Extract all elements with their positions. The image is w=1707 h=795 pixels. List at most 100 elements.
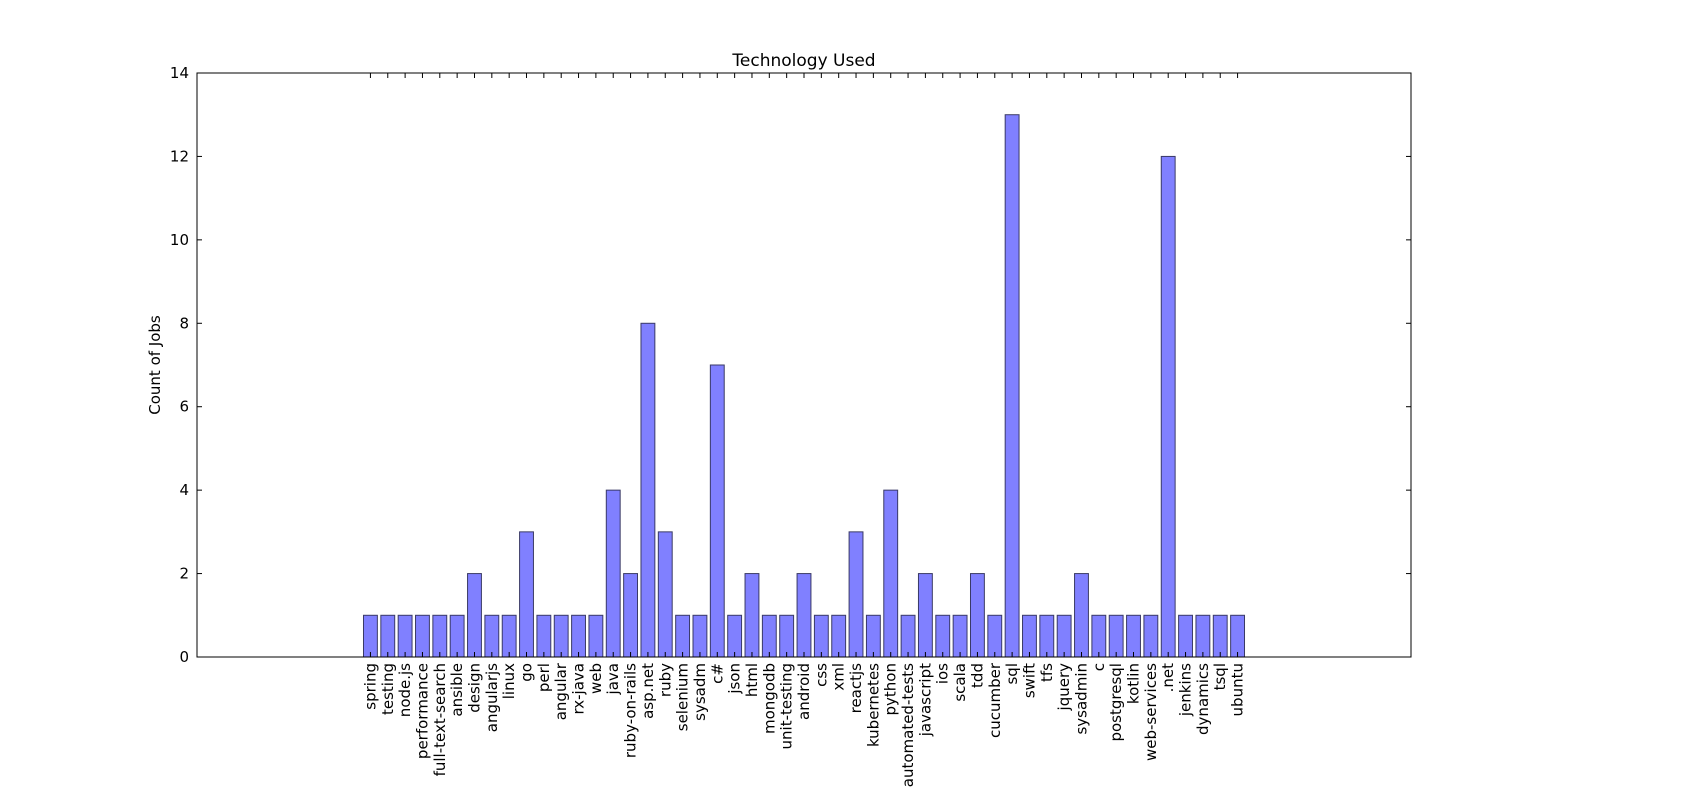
bar	[761, 614, 777, 658]
y-tick-label: 8	[179, 314, 189, 332]
x-tick-label: rx-java	[570, 663, 588, 714]
bar	[553, 614, 569, 658]
bar	[657, 531, 673, 658]
bar	[588, 614, 604, 658]
x-tick-label: asp.net	[639, 663, 657, 719]
y-tick-label: 10	[170, 231, 189, 249]
bar	[536, 614, 552, 658]
bar	[1108, 614, 1124, 658]
bar	[640, 322, 656, 658]
bar	[1004, 114, 1020, 658]
x-tick-label: postgresql	[1107, 663, 1125, 742]
x-tick-label: selenium	[674, 663, 692, 731]
y-tick-label: 6	[179, 398, 189, 416]
x-tick-label: perl	[535, 663, 553, 692]
y-tick-label: 14	[170, 64, 189, 82]
x-tick-label: xml	[830, 663, 848, 691]
bar	[779, 614, 795, 658]
x-tick-label: automated-tests	[899, 663, 917, 787]
bar	[917, 573, 933, 658]
bar	[1195, 614, 1211, 658]
bar	[865, 614, 881, 658]
x-tick-label: html	[743, 663, 761, 697]
x-tick-label: web-services	[1142, 663, 1160, 761]
bar	[952, 614, 968, 658]
x-tick-label: css	[812, 663, 830, 687]
bar	[1074, 573, 1089, 658]
x-tick-label: android	[795, 663, 813, 720]
x-tick-label: reactjs	[847, 663, 865, 714]
bar	[935, 614, 951, 658]
bar	[362, 614, 378, 658]
bar	[1056, 614, 1072, 658]
x-tick-label: sql	[1003, 663, 1021, 685]
x-tick-label: c	[1090, 663, 1108, 671]
bar	[519, 531, 534, 658]
bar	[1091, 614, 1107, 658]
x-tick-label: javascript	[916, 663, 934, 737]
chart-title: Technology Used	[731, 51, 875, 71]
plot-frame	[196, 72, 1412, 658]
bar	[415, 614, 430, 658]
bar	[813, 614, 829, 658]
x-tick-label: web	[587, 663, 605, 694]
x-tick-label: ruby-on-rails	[622, 663, 640, 758]
x-tick-label: node.js	[396, 663, 414, 717]
bar	[432, 614, 448, 658]
bar	[605, 489, 621, 658]
bar	[692, 614, 708, 658]
bar	[883, 489, 899, 658]
x-tick-label: testing	[379, 663, 397, 715]
x-tick-label: angularjs	[483, 663, 501, 732]
bar	[1022, 614, 1037, 658]
x-tick-label: kubernetes	[864, 663, 882, 747]
x-tick-label: cucumber	[986, 662, 1004, 738]
bar	[900, 614, 916, 658]
bar	[1178, 614, 1193, 658]
bar	[571, 614, 586, 658]
x-tick-label: dynamics	[1194, 663, 1212, 735]
x-tick-label: sysadmin	[1072, 663, 1090, 735]
bar	[1143, 614, 1159, 658]
y-axis-label: Count of Jobs	[146, 315, 164, 415]
x-tick-label: swift	[1020, 663, 1038, 698]
bar	[744, 573, 760, 658]
bar	[467, 573, 482, 658]
x-tick-label: .net	[1159, 663, 1177, 693]
bar	[380, 614, 396, 658]
y-tick-label: 0	[179, 648, 189, 666]
bar	[1160, 155, 1176, 658]
bar	[848, 531, 864, 658]
bar	[831, 614, 847, 658]
bar	[675, 614, 691, 658]
x-tick-label: linux	[500, 663, 518, 699]
x-tick-label: go	[518, 663, 536, 682]
x-tick-label: performance	[413, 663, 431, 759]
x-tick-label: full-text-search	[431, 663, 449, 776]
bar	[709, 364, 725, 658]
x-tick-label: spring	[361, 663, 379, 710]
x-tick-label: design	[465, 663, 483, 713]
x-tick-label: python	[882, 663, 900, 715]
y-tick-label: 12	[170, 147, 189, 165]
x-tick-label: jquery	[1055, 663, 1073, 712]
x-tick-label: tsql	[1211, 663, 1229, 690]
bar	[501, 614, 517, 658]
x-tick-label: ansible	[448, 663, 466, 717]
bar	[397, 614, 413, 658]
x-tick-label: angular	[552, 662, 570, 720]
bar	[1126, 614, 1141, 658]
x-tick-label: ios	[934, 663, 952, 684]
bar	[1230, 614, 1246, 658]
x-tick-label: ubuntu	[1229, 663, 1247, 716]
x-tick-label: c#	[708, 663, 726, 684]
bar	[623, 573, 639, 658]
x-tick-label: scala	[951, 663, 969, 702]
bar	[1039, 614, 1055, 658]
x-tick-label: ruby	[656, 663, 674, 697]
x-tick-label: sysadm	[691, 663, 709, 721]
bar	[449, 614, 465, 658]
y-tick-label: 4	[179, 481, 189, 499]
x-tick-label: jenkins	[1177, 663, 1195, 717]
